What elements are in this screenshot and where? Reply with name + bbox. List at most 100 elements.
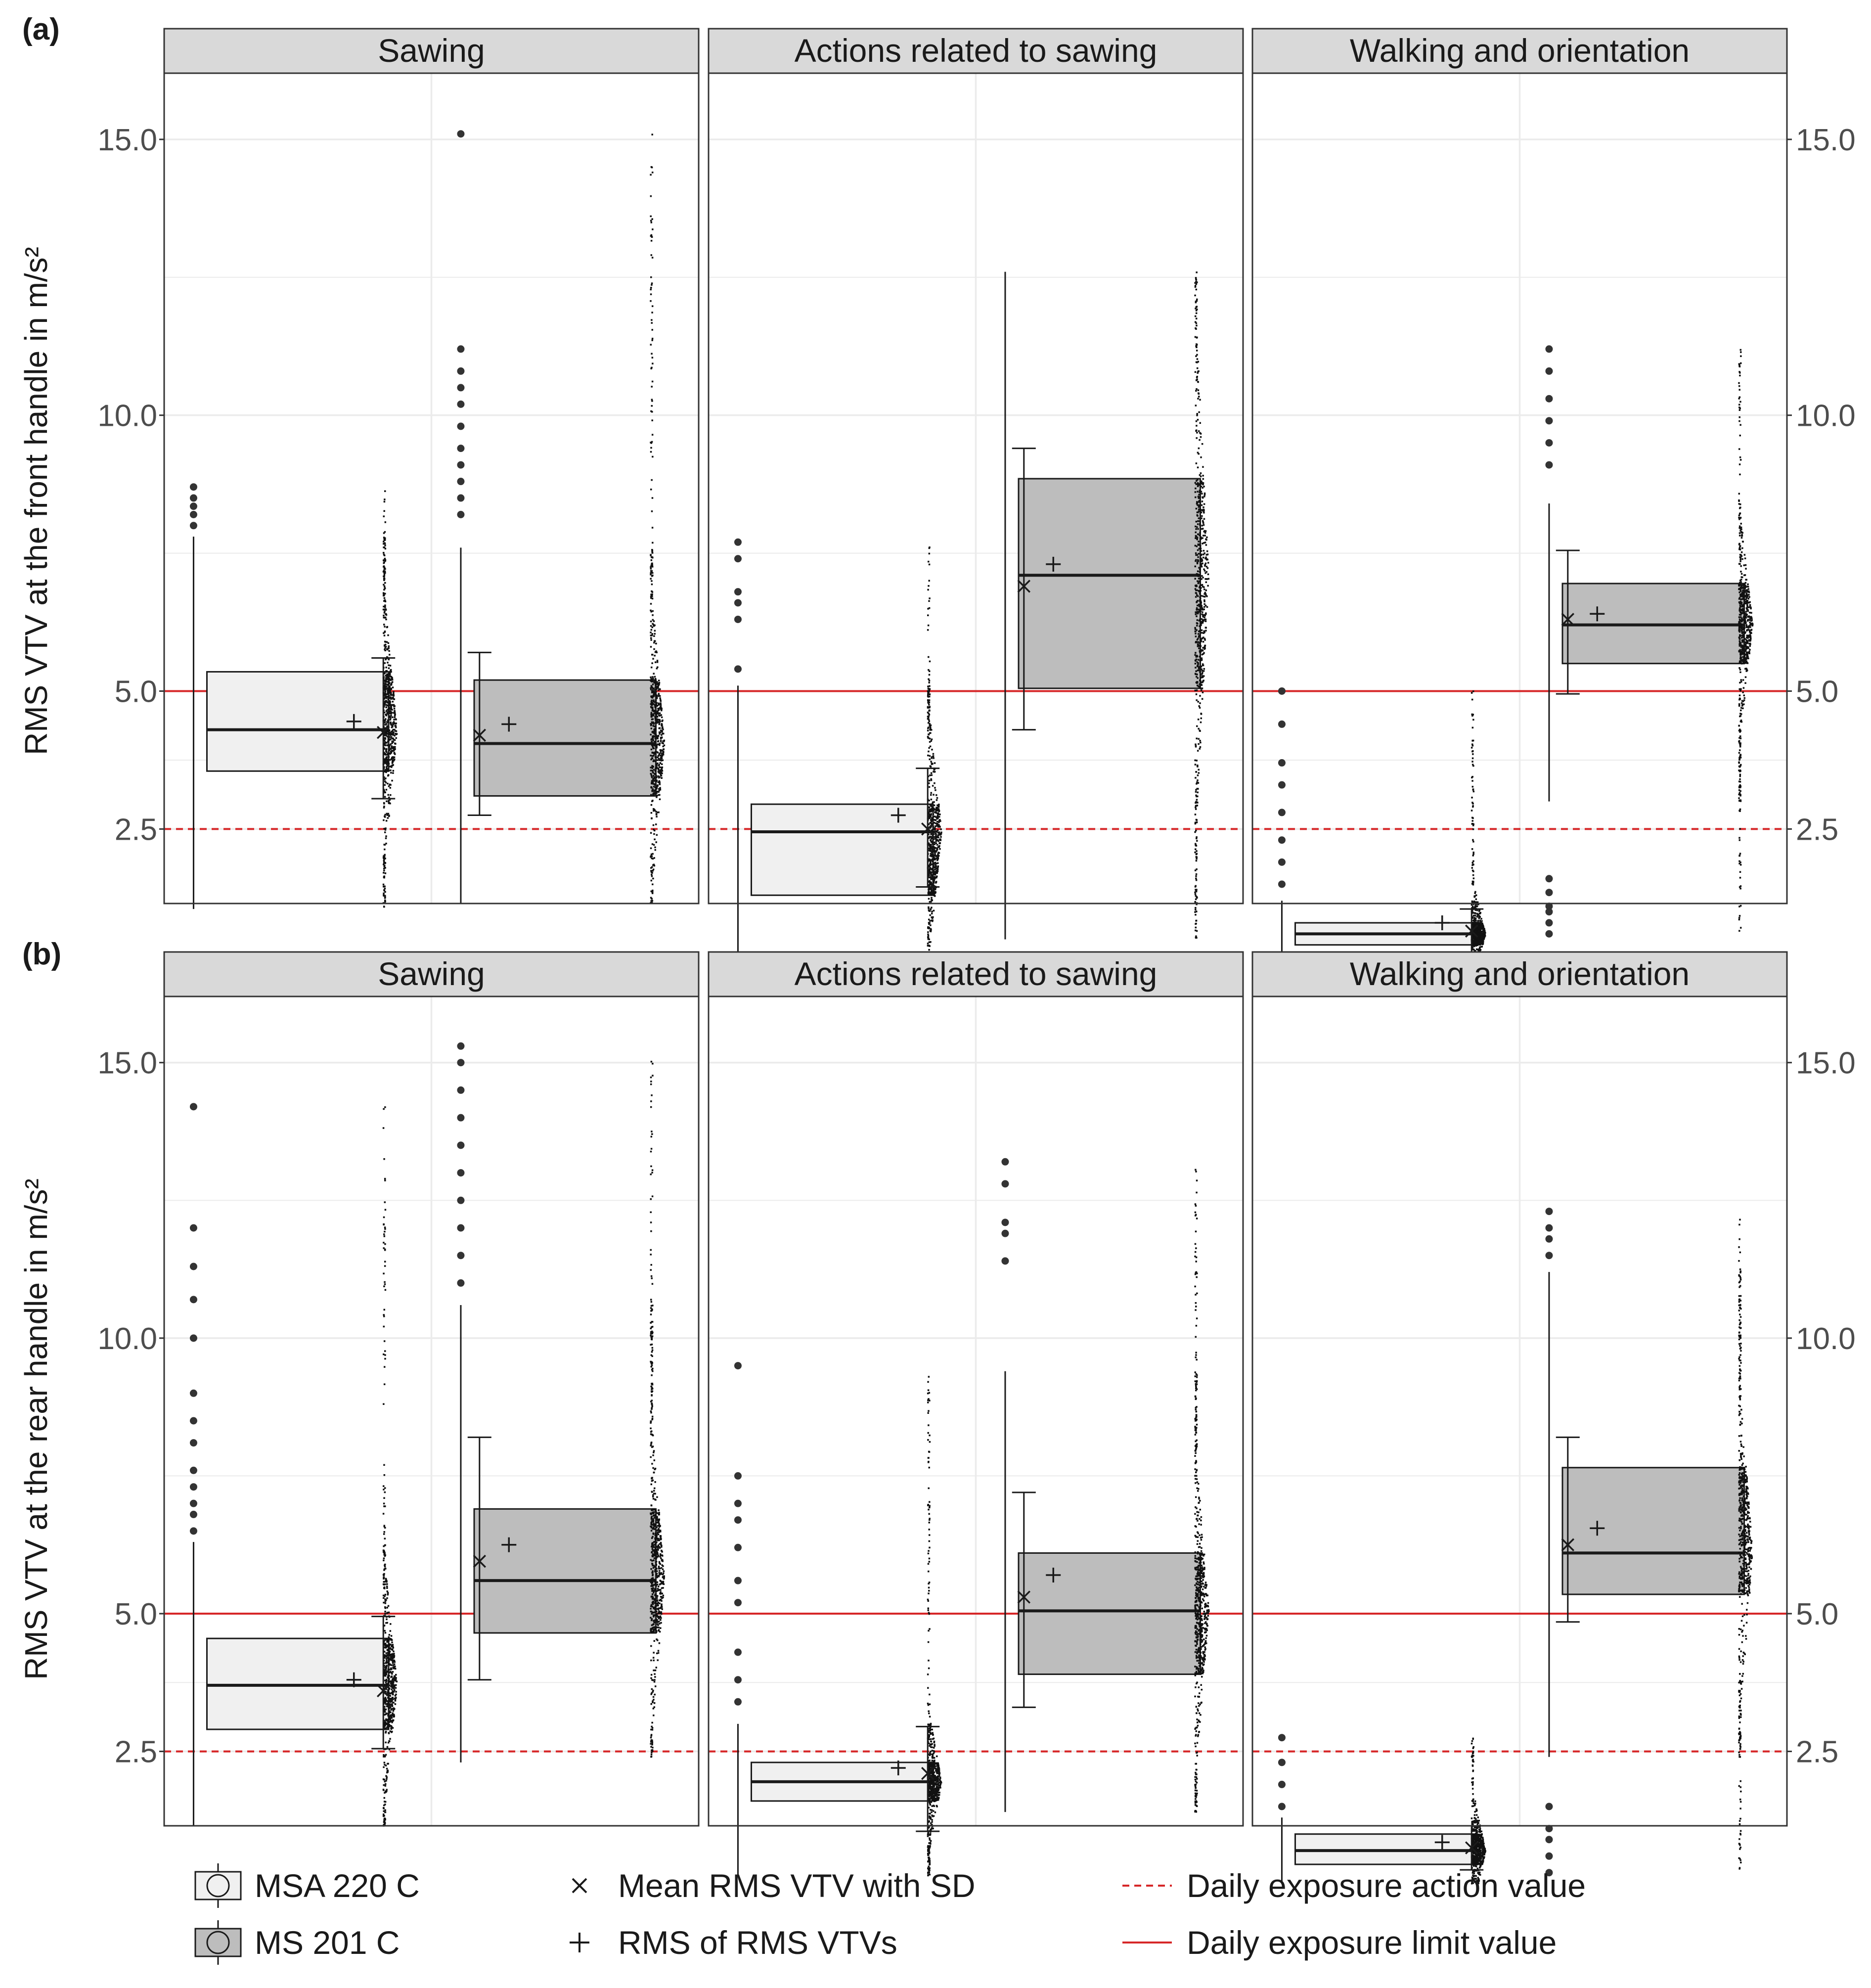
distribution-point	[384, 1670, 386, 1672]
distribution-point	[1198, 645, 1200, 647]
distribution-point	[392, 698, 394, 700]
distribution-point	[393, 1677, 396, 1679]
distribution-point	[385, 1764, 387, 1766]
outlier-msa	[1278, 858, 1286, 866]
distribution-point	[929, 883, 931, 885]
distribution-point	[391, 681, 394, 683]
distribution-point	[1474, 895, 1476, 897]
distribution-point	[1482, 934, 1484, 936]
distribution-point	[1196, 298, 1198, 301]
distribution-point	[1194, 482, 1197, 484]
distribution-point	[1741, 650, 1743, 652]
distribution-point	[384, 848, 386, 851]
distribution-point	[390, 1668, 392, 1671]
distribution-point	[383, 1625, 386, 1627]
distribution-point	[930, 836, 933, 838]
distribution-point	[652, 739, 654, 742]
distribution-point	[389, 1672, 391, 1673]
panel-border	[708, 72, 1244, 904]
distribution-point	[654, 678, 657, 680]
distribution-point	[388, 690, 390, 693]
distribution-point	[934, 843, 936, 846]
distribution-point	[1205, 558, 1207, 560]
distribution-point	[654, 722, 657, 724]
distribution-point	[384, 490, 386, 492]
distribution-point	[928, 945, 930, 947]
distribution-point	[1740, 601, 1743, 604]
distribution-point	[1196, 432, 1198, 434]
distribution-point	[936, 797, 938, 799]
distribution-point	[655, 685, 657, 687]
distribution-point	[1471, 786, 1474, 788]
distribution-point	[650, 853, 653, 856]
distribution-point	[1742, 603, 1745, 606]
distribution-point	[1744, 595, 1746, 598]
distribution-point	[389, 1671, 392, 1673]
distribution-point	[383, 1314, 385, 1316]
distribution-point	[1204, 578, 1206, 580]
outlier-ms	[457, 445, 465, 452]
distribution-point	[1738, 917, 1740, 919]
distribution-point	[651, 776, 653, 778]
distribution-point	[934, 852, 936, 854]
distribution-point	[387, 744, 390, 746]
distribution-point	[1739, 579, 1741, 582]
distribution-point	[934, 782, 936, 784]
distribution-point	[384, 1243, 386, 1245]
distribution-point	[1474, 925, 1477, 927]
distribution-point	[1204, 618, 1207, 621]
distribution-point	[1748, 650, 1750, 653]
distribution-point	[383, 766, 385, 768]
distribution-point	[656, 792, 658, 794]
distribution-point	[654, 661, 657, 663]
distribution-point	[655, 688, 658, 690]
distribution-point	[385, 1775, 387, 1777]
distribution-point	[1474, 914, 1476, 917]
distribution-point	[1739, 795, 1741, 797]
distribution-point	[383, 889, 385, 891]
distribution-point	[384, 697, 386, 699]
distribution-point	[393, 1676, 396, 1678]
distribution-point	[1197, 612, 1199, 614]
distribution-point	[1200, 472, 1202, 474]
distribution-point	[662, 745, 664, 748]
distribution-point	[1194, 588, 1197, 590]
distribution-point	[386, 1658, 388, 1660]
plot-layer: Sawing Actions related to sawing Walking a…	[97, 28, 1856, 1885]
distribution-point	[382, 551, 385, 554]
distribution-point	[650, 293, 652, 295]
distribution-point	[656, 722, 658, 724]
distribution-point	[1740, 351, 1742, 353]
distribution-point	[1195, 808, 1197, 810]
outlier-ms	[1545, 919, 1553, 927]
distribution-point	[384, 645, 386, 647]
distribution-point	[386, 700, 388, 702]
distribution-point	[930, 876, 932, 878]
distribution-point	[385, 819, 388, 822]
distribution-point	[395, 737, 397, 739]
distribution-point	[383, 885, 385, 888]
distribution-point	[1200, 559, 1203, 561]
distribution-point	[387, 782, 389, 785]
outlier-ms	[1545, 461, 1553, 469]
distribution-point	[388, 1663, 390, 1666]
distribution-point	[650, 300, 652, 302]
distribution-point	[392, 731, 394, 733]
distribution-point	[1738, 737, 1740, 739]
distribution-point	[1197, 669, 1199, 672]
distribution-point	[1471, 764, 1474, 766]
distribution-point	[394, 714, 396, 716]
distribution-point	[382, 1597, 385, 1599]
distribution-point	[384, 696, 386, 698]
distribution-point	[1195, 845, 1198, 847]
distribution-point	[932, 829, 934, 831]
distribution-point	[935, 876, 937, 879]
distribution-point	[1742, 629, 1744, 631]
distribution-point	[1743, 611, 1745, 613]
facet-title: Actions related to sawing	[795, 32, 1158, 69]
distribution-point	[384, 560, 386, 562]
distribution-point	[388, 696, 390, 698]
distribution-point	[384, 587, 386, 589]
distribution-point	[928, 888, 931, 890]
distribution-point	[927, 614, 929, 616]
